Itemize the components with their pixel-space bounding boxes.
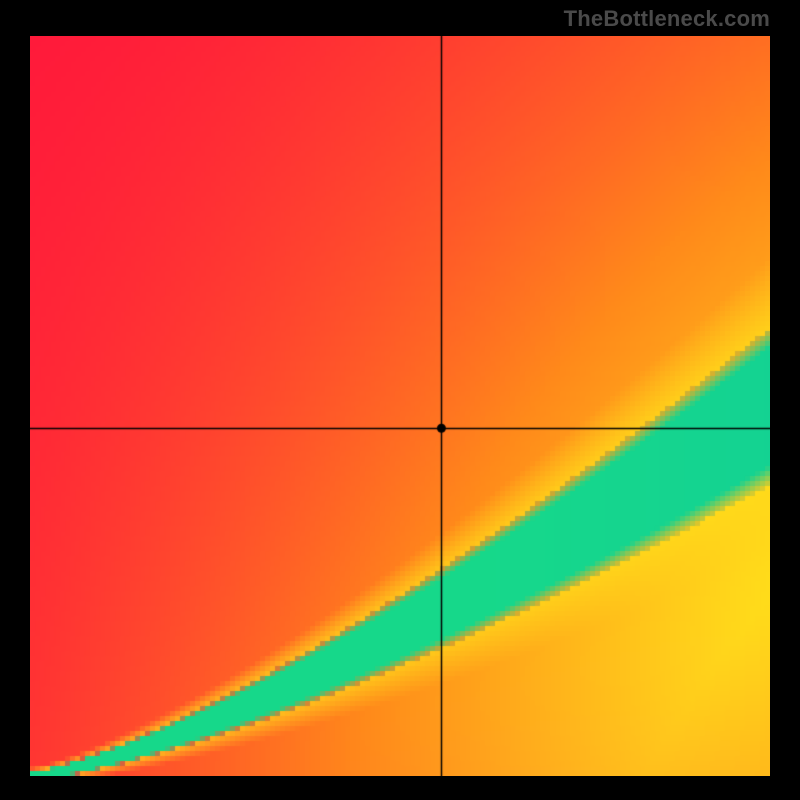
watermark-text: TheBottleneck.com bbox=[564, 6, 770, 32]
page-container: TheBottleneck.com bbox=[0, 0, 800, 800]
bottleneck-heatmap bbox=[30, 36, 770, 776]
